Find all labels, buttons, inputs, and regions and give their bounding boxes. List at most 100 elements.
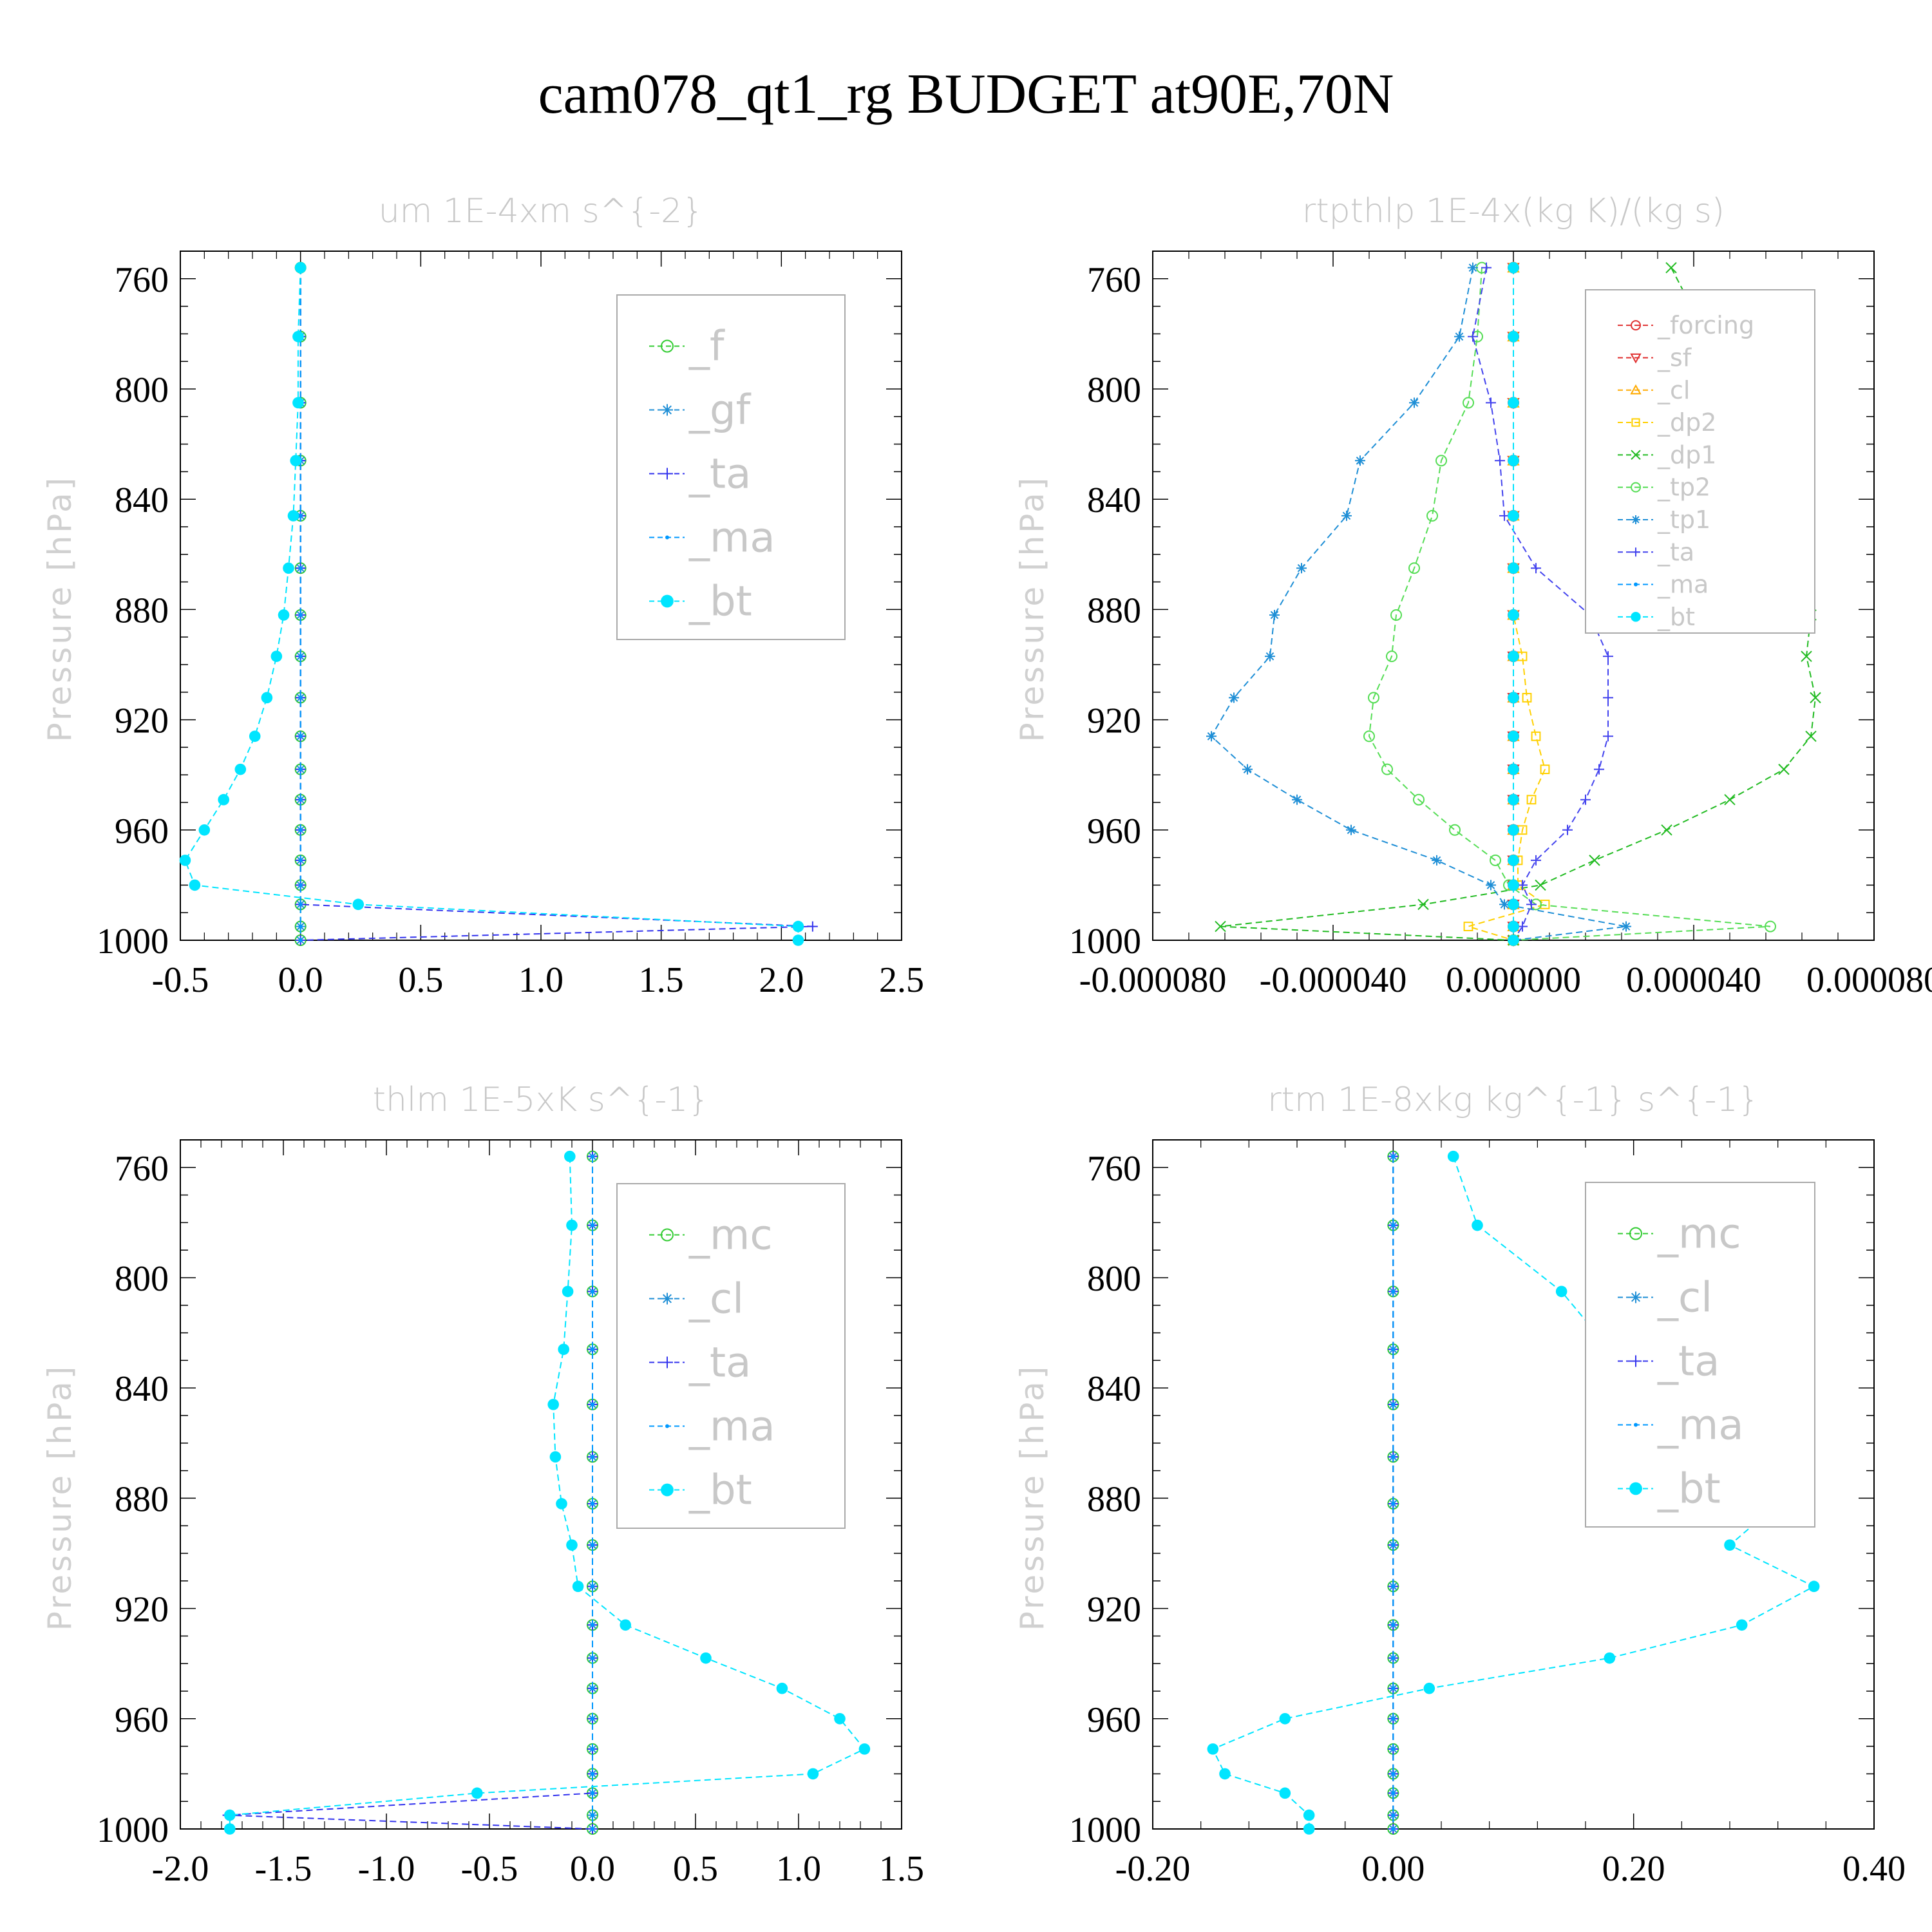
x-tick-label: 2.5 [879,960,924,1000]
data-point [1508,793,1519,806]
legend-entry: _sf [1618,343,1692,372]
legend-label: _ta [688,451,751,498]
data-point [1391,1455,1396,1459]
figure-title: cam078_qt1_rg BUDGET at90E,70N [538,63,1394,126]
data-point [298,696,303,700]
data-point [1594,764,1604,775]
x-tick-label: -0.5 [152,960,209,1000]
data-point [224,1809,236,1821]
legend-label: _ma [688,1403,775,1451]
legend: _mc _cl _ta _ma _bt [616,1183,846,1529]
y-tick-label: 920 [115,1590,169,1630]
data-point [1472,1219,1483,1231]
y-axis-label: Pressure [hPa] [1014,475,1051,743]
data-point [1215,920,1226,933]
y-axis-label: Pressure [hPa] [41,475,79,743]
data-point [1486,397,1496,408]
plot-frame [180,1139,902,1830]
data-point [1409,397,1419,408]
y-tick-label: 880 [115,1479,169,1519]
x-tick-label: -0.20 [1115,1849,1191,1889]
data-point [283,562,294,574]
data-point [1508,920,1519,933]
data-point [1296,563,1307,574]
legend-label: _dp1 [1657,440,1716,469]
data-point [1665,261,1677,274]
data-point [1391,1543,1396,1548]
legend-entry: _ta [1618,1338,1719,1386]
x-tick-label: -2.0 [152,1849,209,1889]
x-tick-label: 1.5 [639,960,684,1000]
panel-2: rtpthlp 1E-4x(kg K)/(kg s) Pressure [hPa]… [1014,192,1932,1000]
data-point [1390,609,1402,621]
legend-label: _cl [1657,376,1690,404]
legend-label: _cl [1657,1274,1712,1322]
legend: _mc _cl _ta _ma _bt [1585,1182,1815,1528]
data-point [261,692,273,704]
data-point [1391,1716,1396,1721]
series-line [1210,267,1627,941]
data-point [1413,793,1425,806]
data-point [1531,563,1541,574]
data-point [834,1713,846,1725]
x-tick-label: 0.20 [1602,1849,1665,1889]
legend-label: _sf [1657,343,1692,372]
data-point [1391,1686,1396,1690]
y-tick-label: 760 [115,1149,169,1189]
legend-label: _gf [688,387,752,435]
data-point [1508,455,1519,467]
data-point [547,1399,559,1410]
data-point [1391,1289,1396,1294]
series-tp1 [1206,262,1631,945]
data-point [1391,1656,1396,1660]
data-point [1531,731,1541,741]
y-tick-label: 920 [1087,1590,1141,1630]
data-point [1540,764,1550,775]
legend-entry: _ma [649,515,775,562]
data-point [298,654,303,659]
data-point [792,934,804,946]
data-point [566,1539,578,1551]
data-point [1391,1584,1396,1589]
data-point [198,824,211,836]
y-tick-label: 800 [115,370,169,410]
data-point [1562,824,1573,835]
data-point [298,513,303,518]
data-point [1736,1619,1748,1631]
data-point [298,938,303,942]
series-bt [224,1150,871,1835]
data-point [1508,934,1519,946]
legend-entry: _mc [649,1212,773,1260]
data-point [1522,692,1532,703]
legend-entry: _ta [649,1340,751,1387]
series-line [1368,267,1771,941]
y-tick-label: 880 [1087,1479,1141,1519]
legend-label: _bt [688,1467,752,1515]
data-point [776,1682,788,1694]
data-point [1490,854,1501,866]
y-tick-label: 960 [115,1700,169,1740]
data-point [591,1813,594,1817]
data-point [1391,1791,1396,1795]
y-tick-label: 1000 [1069,922,1141,961]
data-point [1346,824,1356,835]
y-tick-label: 760 [115,260,169,300]
data-point [858,1743,871,1755]
x-tick-label: -0.000040 [1260,960,1407,1000]
data-point [1508,510,1519,522]
data-point [1508,330,1519,343]
data-point [591,1455,594,1459]
legend-entry: _ma [1618,1402,1744,1450]
data-point [298,924,303,929]
series-line [1472,267,1609,941]
data-point [290,455,302,467]
data-point [1508,650,1519,662]
data-point [1589,855,1600,866]
data-point [179,855,191,866]
data-point [352,898,365,911]
series-bt [179,261,804,946]
data-point [591,1223,594,1227]
data-point [234,763,247,775]
data-point [1580,794,1591,805]
legend-label: _ta [1657,1338,1719,1386]
